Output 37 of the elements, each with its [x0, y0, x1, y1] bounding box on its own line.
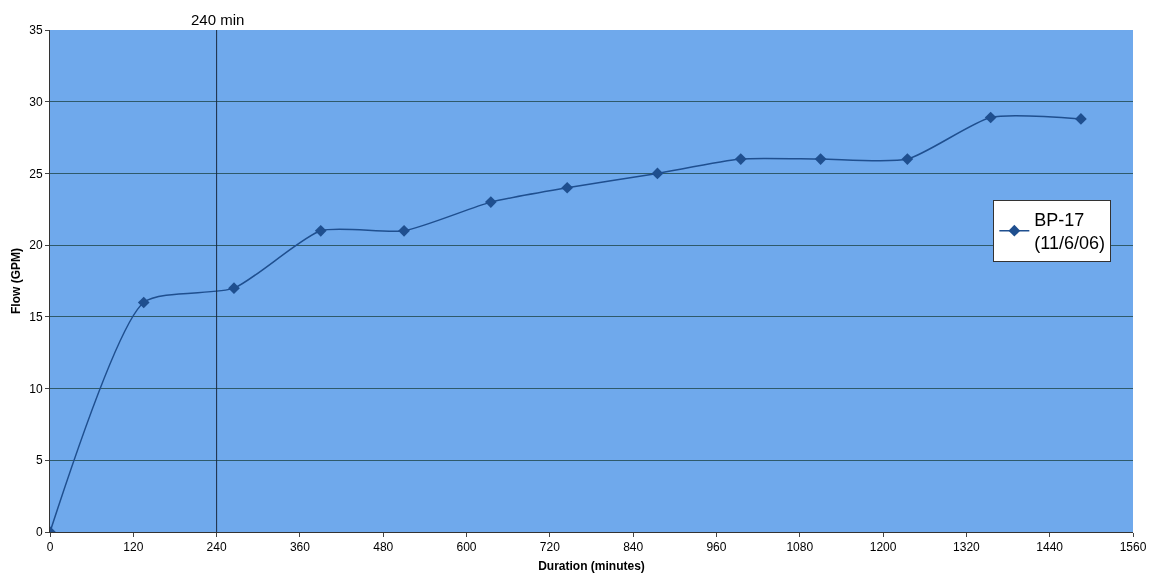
x-tick-label: 480 — [373, 540, 394, 555]
x-tick-label: 1200 — [869, 540, 897, 555]
x-tick-label: 120 — [123, 540, 144, 555]
point — [137, 296, 150, 309]
x-tick-label: 0 — [46, 540, 54, 555]
point — [651, 167, 664, 180]
x-axis-title: Duration (minutes) — [538, 559, 645, 574]
point — [984, 111, 997, 124]
legend-label: BP-17 (11/6/06) — [1034, 210, 1106, 254]
x-tick-label: 1080 — [786, 540, 814, 555]
x-tick-label: 1440 — [1036, 540, 1064, 555]
point — [814, 153, 827, 165]
point — [228, 282, 240, 295]
x-tick-label: 960 — [706, 540, 727, 555]
y-tick-label: 5 — [35, 453, 43, 468]
point — [484, 196, 497, 208]
x-tick-label: 360 — [289, 540, 311, 555]
x-tick-label: 1320 — [953, 540, 981, 555]
y-tick-label: 15 — [29, 310, 43, 325]
x-tick-label: 1560 — [1119, 540, 1147, 555]
y-tick-label: 35 — [29, 23, 43, 38]
x-tick-label: 720 — [539, 540, 561, 555]
point — [561, 181, 574, 194]
y-tick-label: 25 — [29, 166, 43, 181]
point — [901, 153, 914, 165]
y-tick-label: 30 — [29, 94, 43, 109]
ref-line-label: 240 min — [191, 11, 245, 28]
point — [398, 224, 410, 237]
y-axis-title: Flow (GPM) — [8, 248, 23, 314]
x-tick-label: 240 — [206, 540, 227, 555]
x-tick-label: 840 — [623, 540, 644, 555]
x-tick-label: 600 — [456, 540, 477, 555]
y-tick-label: 10 — [29, 381, 43, 396]
point — [734, 153, 747, 165]
y-tick-label: 20 — [29, 238, 43, 253]
y-tick-label: 0 — [35, 525, 43, 540]
point — [314, 224, 327, 237]
